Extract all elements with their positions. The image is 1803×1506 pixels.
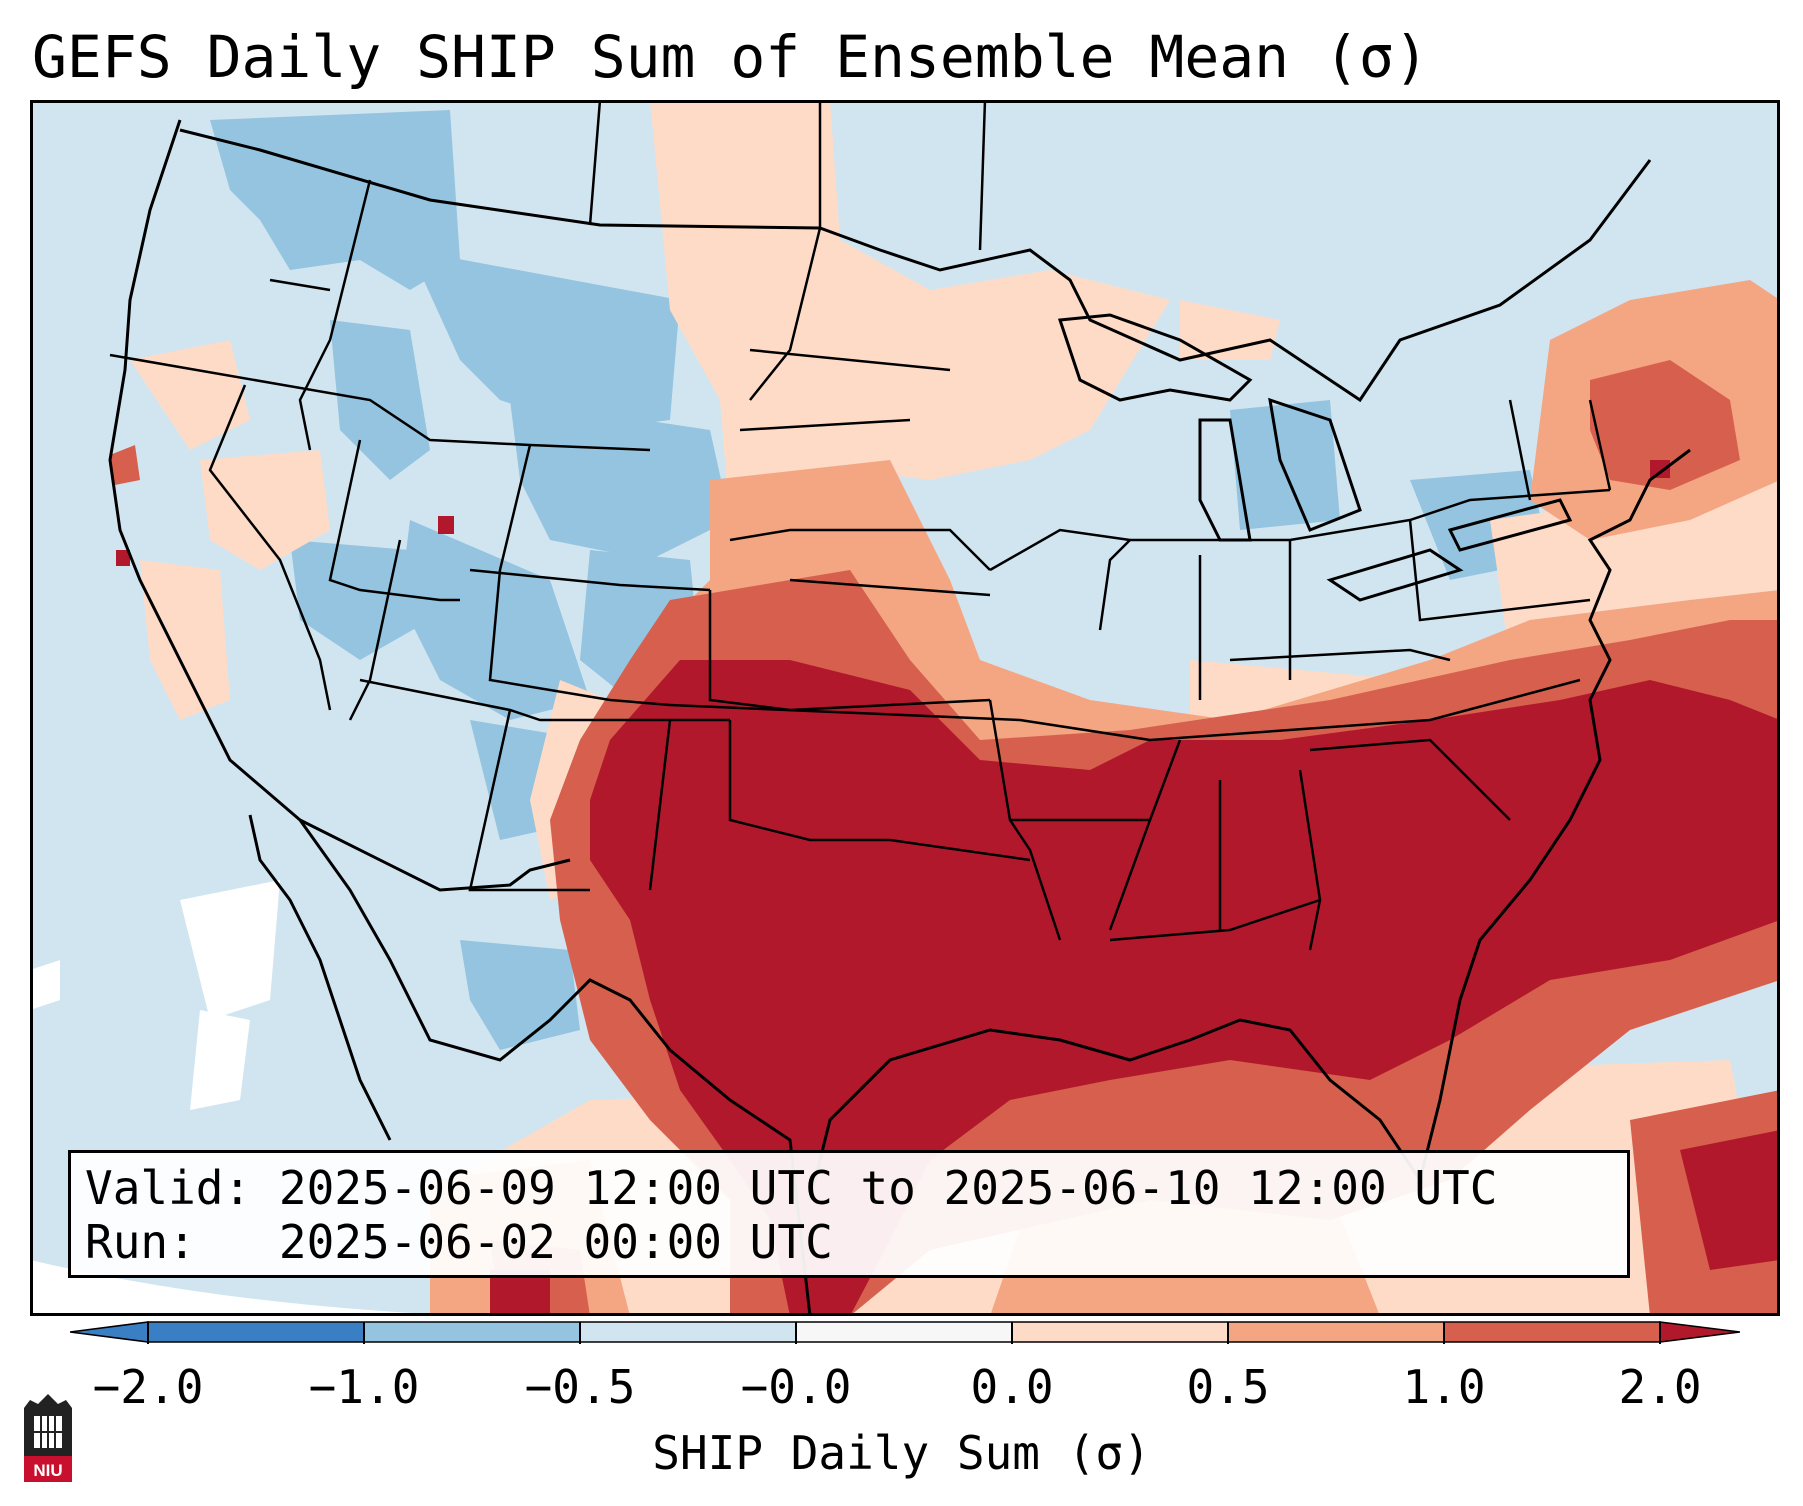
- map-frame: [30, 100, 1780, 1316]
- colorbar-seg-3: [580, 1322, 796, 1342]
- colorbar-tick-3: −0.5: [524, 1360, 636, 1414]
- projection-edge: [30, 1260, 730, 1316]
- colorbar-tick-7: 1.0: [1402, 1360, 1486, 1414]
- info-box: Valid: 2025-06-09 12:00 UTC to 2025-06-1…: [68, 1150, 1630, 1278]
- chart-title: GEFS Daily SHIP Sum of Ensemble Mean (σ): [32, 23, 1429, 91]
- colorbar-extend-low: [70, 1321, 149, 1343]
- colorbar-tick-6: 0.5: [1186, 1360, 1270, 1414]
- colorbar-seg-1: [148, 1322, 364, 1342]
- colorbar-seg-4: [796, 1322, 1012, 1342]
- great-lakes: [1057, 313, 1573, 602]
- colorbar-tick-1: −2.0: [92, 1360, 204, 1414]
- colorbar-label: SHIP Daily Sum (σ): [652, 1426, 1151, 1480]
- map-panel: [30, 100, 1780, 1316]
- valid-value: 2025-06-09 12:00 UTC to 2025-06-10 12:00…: [278, 1161, 1498, 1215]
- colorbar-extend-high: [1659, 1321, 1740, 1343]
- colorbar-tick-4: −0.0: [740, 1360, 852, 1414]
- run-value: 2025-06-02 00:00 UTC: [278, 1215, 833, 1269]
- colorbar-tick-5: 0.0: [970, 1360, 1054, 1414]
- colorbar-seg-5: [1012, 1322, 1228, 1342]
- logo-text: NIU: [33, 1461, 62, 1480]
- no-data-white: [30, 880, 280, 1110]
- colorbar-tick-2: −1.0: [308, 1360, 420, 1414]
- national-borders: [108, 119, 1691, 1316]
- colorbar-tick-8: 2.0: [1618, 1360, 1702, 1414]
- niu-logo: NIU: [24, 1394, 72, 1482]
- colorbar-seg-7: [1444, 1322, 1660, 1342]
- colorbar: [70, 1321, 1740, 1344]
- colorbar-seg-6: [1228, 1322, 1444, 1342]
- colorbar-seg-2: [364, 1322, 580, 1342]
- state-borders: [109, 100, 1612, 951]
- valid-label: Valid:: [85, 1161, 252, 1215]
- run-label: Run:: [85, 1215, 196, 1269]
